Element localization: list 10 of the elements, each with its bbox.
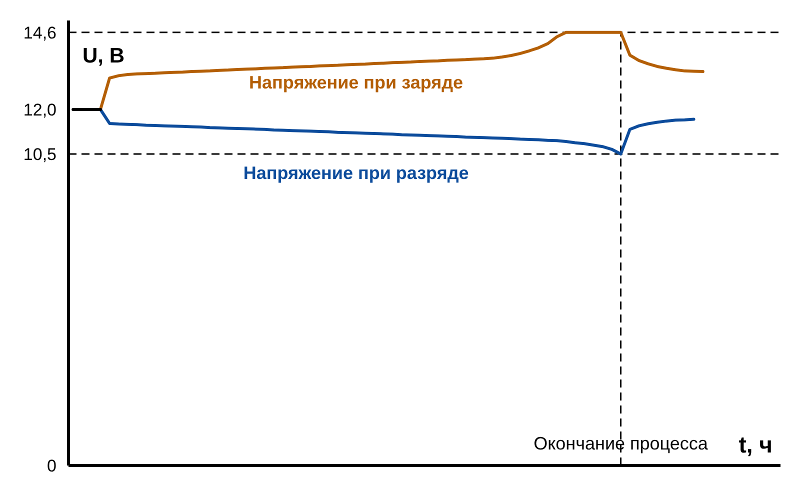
y-tick-label: 14,6: [23, 23, 57, 42]
y-axis-title: U, В: [82, 44, 124, 68]
annotation: Окончание процесса: [534, 434, 709, 454]
series-label: Напряжение при заряде: [249, 72, 464, 92]
y-tick-label: 12,0: [23, 100, 57, 120]
series-label: Напряжение при разряде: [243, 162, 469, 183]
line-series: [98, 108, 696, 156]
y-tick-label: 10,5: [23, 145, 57, 164]
x-axis-title: t, ч: [738, 432, 773, 458]
y-tick-label: 0: [47, 456, 57, 476]
